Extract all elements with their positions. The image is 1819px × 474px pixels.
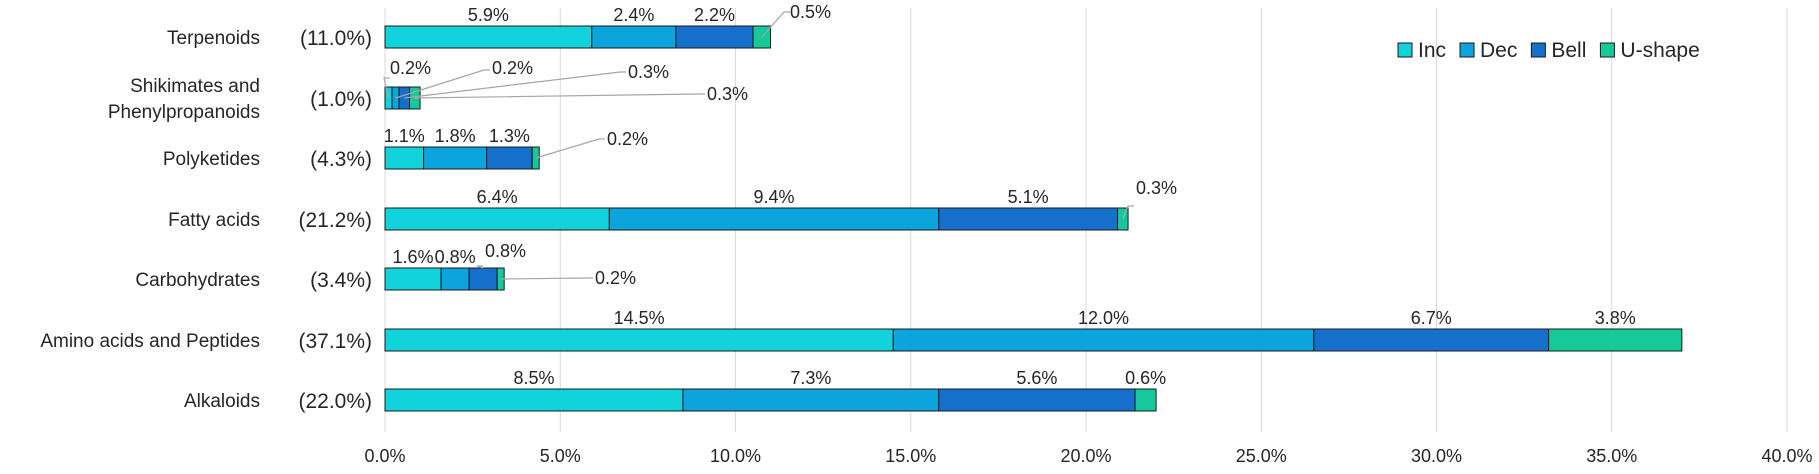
leader-line bbox=[383, 77, 390, 99]
category-label: Amino acids and Peptides bbox=[40, 331, 260, 352]
data-label: 1.3% bbox=[489, 126, 530, 146]
bars bbox=[384, 25, 1683, 412]
category-total-label: (1.0%) bbox=[310, 88, 372, 111]
data-label: 0.3% bbox=[707, 84, 748, 104]
data-label: 1.1% bbox=[384, 126, 425, 146]
data-label: 6.4% bbox=[477, 187, 518, 207]
category-label: Polyketides bbox=[163, 149, 260, 170]
bar-segment-inc bbox=[384, 146, 425, 170]
category-label: Shikimates and Phenylpropanoids bbox=[108, 76, 260, 123]
category-label: Fatty acids bbox=[168, 210, 260, 231]
bar-segment-u-shape bbox=[1134, 388, 1157, 412]
bar-segment-u-shape bbox=[1548, 328, 1683, 352]
x-tick-label: 30.0% bbox=[1411, 446, 1462, 466]
bar-segment-bell bbox=[486, 146, 533, 170]
data-label: 5.1% bbox=[1008, 187, 1049, 207]
data-label: 12.0% bbox=[1078, 308, 1129, 328]
data-label: 9.4% bbox=[754, 187, 795, 207]
data-label: 8.5% bbox=[513, 368, 554, 388]
bar-segment-bell bbox=[468, 267, 498, 291]
data-label: 0.2% bbox=[492, 58, 533, 78]
data-label: 3.8% bbox=[1595, 308, 1636, 328]
data-label: 0.2% bbox=[607, 129, 648, 149]
data-labels: 5.9% 2.4% 2.2% 0.5% 0.2% 0.2% 0.3% 0.3% 1.1% 1.8%… bbox=[384, 2, 1636, 388]
legend-swatch bbox=[1459, 42, 1475, 58]
bar-segment-bell bbox=[938, 388, 1136, 412]
data-label: 0.3% bbox=[1136, 178, 1177, 198]
data-label: 1.6% bbox=[393, 247, 434, 267]
data-label: 1.8% bbox=[435, 126, 476, 146]
bar-segment-inc bbox=[384, 207, 610, 231]
category-total-label: (21.2%) bbox=[298, 209, 372, 232]
leader-lines bbox=[383, 11, 1134, 280]
legend-swatch bbox=[1599, 42, 1615, 58]
legend-label: Dec bbox=[1480, 39, 1517, 62]
category-total-label: (3.4%) bbox=[310, 269, 372, 292]
leader-line bbox=[500, 277, 593, 280]
bar-segment-bell bbox=[1313, 328, 1550, 352]
x-tick-label: 5.0% bbox=[540, 446, 581, 466]
legend: Inc Dec Bell U-shape bbox=[1397, 39, 1700, 62]
leader-line bbox=[761, 11, 790, 38]
bar-segment-inc bbox=[384, 267, 442, 291]
legend-swatch bbox=[1397, 42, 1413, 58]
bar-segment-dec bbox=[892, 328, 1315, 352]
category-labels: Terpenoids (11.0%) Shikimates and Phenylpro… bbox=[40, 27, 372, 413]
bar-segment-dec bbox=[440, 267, 470, 291]
x-tick-label: 20.0% bbox=[1060, 446, 1111, 466]
category-total-label: (4.3%) bbox=[310, 148, 372, 171]
category-total-label: (22.0%) bbox=[298, 390, 372, 413]
x-tick-label: 15.0% bbox=[885, 446, 936, 466]
data-label: 7.3% bbox=[790, 368, 831, 388]
leader-line bbox=[476, 265, 484, 269]
x-tick-label: 10.0% bbox=[710, 446, 761, 466]
leader-line bbox=[1122, 205, 1134, 220]
legend-label: U-shape bbox=[1620, 39, 1699, 62]
bar-segment-dec bbox=[423, 146, 488, 170]
category-label: Terpenoids bbox=[167, 28, 260, 49]
data-label: 6.7% bbox=[1411, 308, 1452, 328]
data-label: 0.6% bbox=[1125, 368, 1166, 388]
x-tick-label: 25.0% bbox=[1236, 446, 1287, 466]
leader-line bbox=[395, 69, 490, 99]
data-label: 2.4% bbox=[613, 5, 654, 25]
x-tick-label: 40.0% bbox=[1761, 446, 1812, 466]
bar-segment-inc bbox=[384, 328, 894, 352]
bar-segment-dec bbox=[682, 388, 940, 412]
legend-swatch bbox=[1530, 42, 1546, 58]
legend-label: Inc bbox=[1418, 39, 1446, 62]
bar-segment-bell bbox=[675, 25, 754, 49]
data-label: 2.2% bbox=[694, 5, 735, 25]
bar-segment-bell bbox=[938, 207, 1119, 231]
leader-line bbox=[404, 71, 626, 99]
leader-line bbox=[535, 138, 605, 159]
data-label: 0.2% bbox=[595, 268, 636, 288]
x-axis-ticks: 0.0% 5.0% 10.0% 15.0% 20.0% 25.0% 30.0% 35.0% 40… bbox=[364, 446, 1812, 466]
data-label: 0.2% bbox=[390, 58, 431, 78]
data-label: 5.9% bbox=[468, 5, 509, 25]
data-label: 0.5% bbox=[790, 2, 831, 22]
data-label: 14.5% bbox=[614, 308, 665, 328]
data-label: 5.6% bbox=[1016, 368, 1057, 388]
category-total-label: (11.0%) bbox=[300, 27, 372, 50]
bar-segment-dec bbox=[591, 25, 677, 49]
category-label: Carbohydrates bbox=[135, 270, 260, 291]
x-tick-label: 0.0% bbox=[364, 446, 405, 466]
data-label: 0.8% bbox=[435, 247, 476, 267]
data-label: 0.3% bbox=[628, 62, 669, 82]
legend-label: Bell bbox=[1551, 39, 1586, 62]
category-label: Alkaloids bbox=[184, 391, 260, 412]
bar-segment-inc bbox=[384, 25, 593, 49]
category-total-label: (37.1%) bbox=[298, 330, 372, 353]
bar-segment-inc bbox=[384, 388, 684, 412]
leader-line bbox=[414, 93, 705, 99]
data-label: 0.8% bbox=[485, 241, 526, 261]
x-tick-label: 35.0% bbox=[1586, 446, 1637, 466]
bar-segment-dec bbox=[608, 207, 940, 231]
